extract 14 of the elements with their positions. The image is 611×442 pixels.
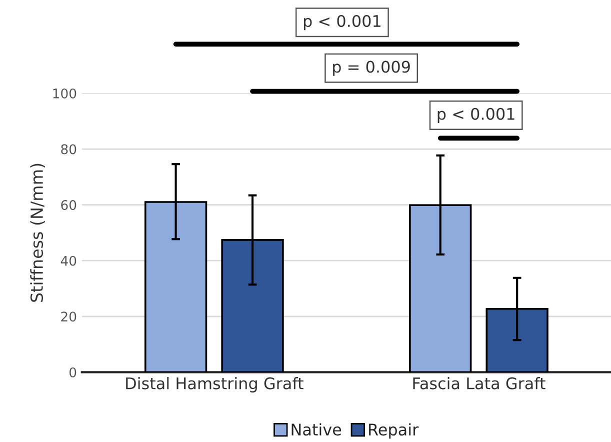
legend-label: Native <box>292 423 342 436</box>
annotation: p < 0.001 <box>438 108 514 124</box>
text: p = 0.009 <box>333 60 410 76</box>
text: p < 0.001 <box>304 14 380 30</box>
x-tick-label: Distal Hamstring Graft <box>126 377 304 392</box>
y-tick-label: 80 <box>61 144 76 154</box>
y-tick-label: 0 <box>69 367 76 378</box>
y-axis-title: Stiffness (N/mm) <box>30 164 46 302</box>
y-tick-label: 40 <box>60 256 76 266</box>
y-tick-label: 100 <box>53 88 76 98</box>
y-tick-label: 20 <box>61 312 76 322</box>
y-tick-label: 60 <box>61 200 76 210</box>
x-tick-label: Fascia Lata Graft <box>413 377 546 390</box>
legend-label: Repair <box>369 423 419 439</box>
